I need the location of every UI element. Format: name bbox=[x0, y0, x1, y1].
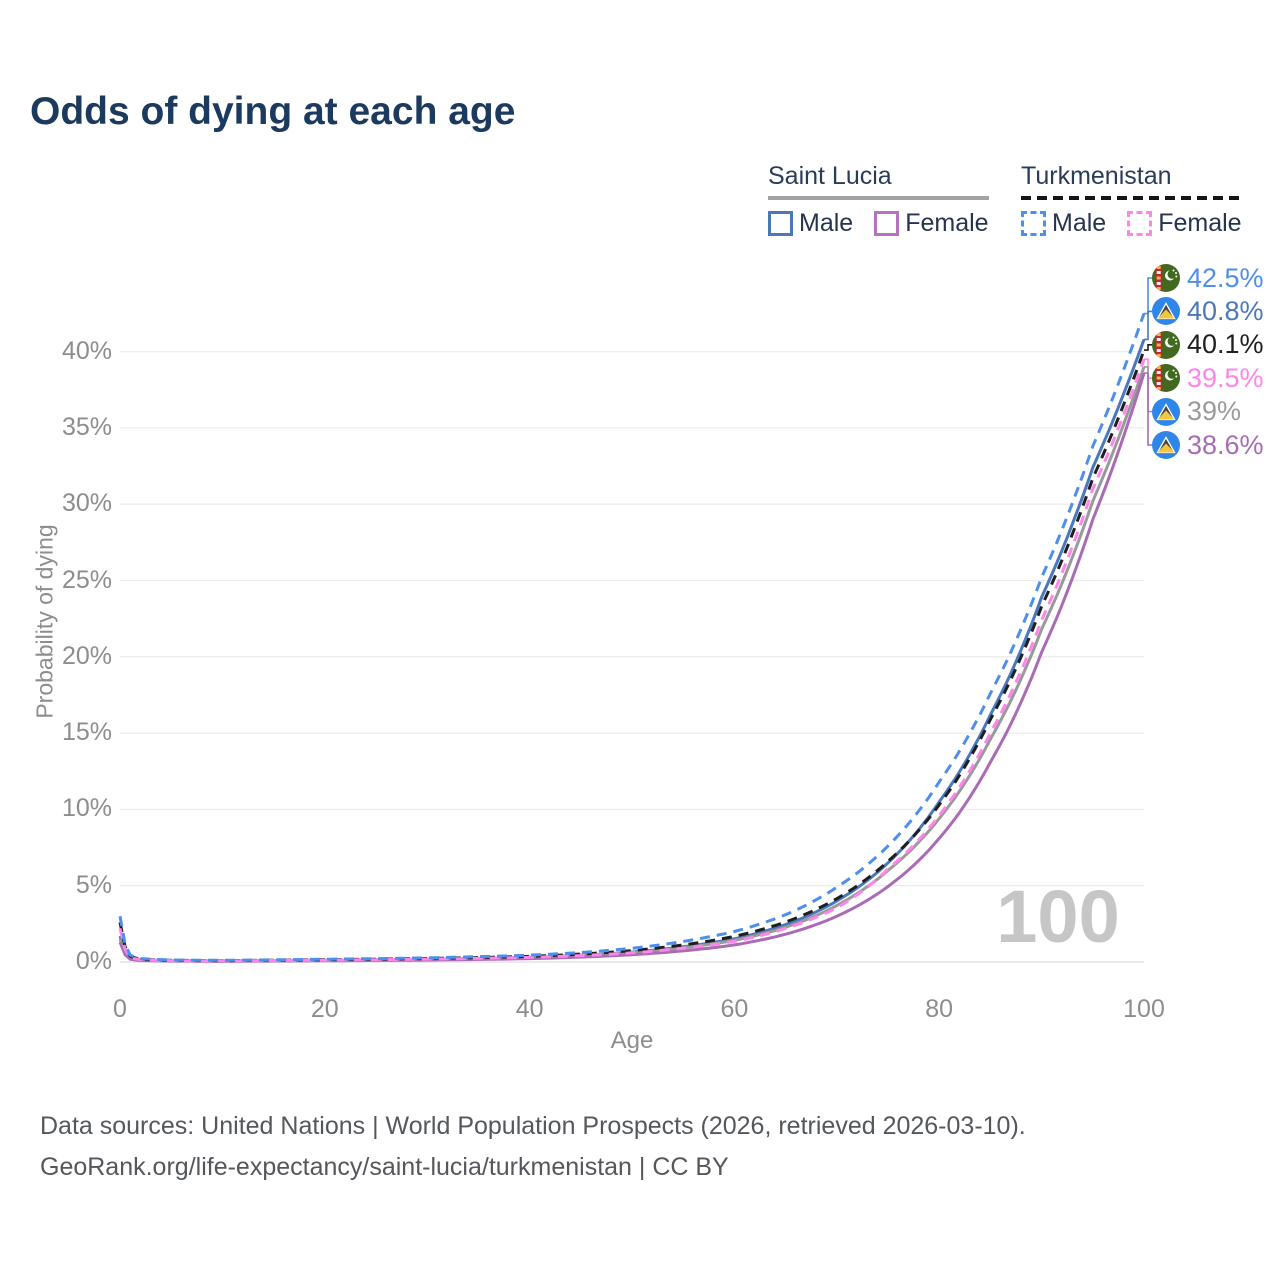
gridlines bbox=[120, 350, 1144, 963]
legend-item-saint-lucia-female[interactable]: Female bbox=[874, 209, 989, 238]
curve-turkmenistan[interactable] bbox=[118, 349, 1146, 963]
end-label-connectors bbox=[1144, 277, 1152, 446]
x-tick-60: 60 bbox=[720, 995, 749, 1023]
end-label-value: 42.5% bbox=[1187, 262, 1264, 293]
saint-lucia-flag-icon bbox=[1152, 431, 1180, 459]
legend-item-turkmenistan-female[interactable]: Female bbox=[1127, 209, 1242, 238]
turkmenistan-flag-icon bbox=[1152, 330, 1180, 359]
end-label-value: 38.6% bbox=[1187, 429, 1264, 460]
end-label-saint-lucia: 39% bbox=[1152, 396, 1242, 427]
end-label-saint-lucia-female: 38.6% bbox=[1152, 430, 1264, 460]
y-tick-40%: 40% bbox=[61, 336, 112, 365]
x-tick-20: 20 bbox=[310, 995, 339, 1023]
legend-group-saint-lucia: Saint Lucia Male Female bbox=[768, 162, 989, 238]
turkmenistan-line-style-swatch bbox=[1021, 196, 1242, 200]
curve-saint-lucia-male[interactable] bbox=[118, 338, 1146, 963]
end-label-saint-lucia-male: 40.8% bbox=[1152, 296, 1264, 326]
y-tick-20%: 20% bbox=[61, 641, 112, 670]
legend-item-turkmenistan-male[interactable]: Male bbox=[1021, 209, 1106, 238]
legend-group-turkmenistan: Turkmenistan Male Female bbox=[1021, 162, 1242, 238]
legend-item-saint-lucia-male[interactable]: Male bbox=[768, 209, 853, 238]
x-tick-0: 0 bbox=[113, 995, 127, 1023]
y-tick-0%: 0% bbox=[75, 947, 112, 975]
end-label-value: 39.5% bbox=[1187, 362, 1264, 393]
turkmenistan-flag-icon bbox=[1152, 264, 1180, 292]
turkmenistan-flag-icon bbox=[1152, 364, 1180, 393]
x-tick-100: 100 bbox=[1123, 995, 1165, 1023]
y-tick-15%: 15% bbox=[61, 718, 112, 747]
curve-turkmenistan-male[interactable] bbox=[118, 312, 1146, 962]
end-label-turkmenistan-female: 39.5% bbox=[1152, 363, 1264, 393]
turkmenistan-female-swatch-icon bbox=[1127, 211, 1153, 236]
connector-42.5% bbox=[1144, 277, 1152, 315]
connector-40.1% bbox=[1144, 344, 1152, 351]
series-curves bbox=[118, 312, 1146, 963]
footer-data-sources: Data sources: United Nations | World Pop… bbox=[40, 1112, 1026, 1140]
y-tick-10%: 10% bbox=[61, 794, 112, 823]
footer-attribution: GeoRank.org/life-expectancy/saint-lucia/… bbox=[40, 1153, 729, 1181]
end-label-value: 40.1% bbox=[1187, 329, 1264, 360]
end-label-value: 39% bbox=[1187, 396, 1242, 427]
y-tick-30%: 30% bbox=[61, 489, 112, 518]
saint-lucia-male-swatch-icon bbox=[768, 211, 793, 236]
saint-lucia-flag-icon bbox=[1152, 297, 1180, 326]
end-label-turkmenistan: 40.1% bbox=[1152, 329, 1264, 360]
legend-country-saint-lucia[interactable]: Saint Lucia bbox=[768, 162, 989, 200]
curve-saint-lucia[interactable] bbox=[118, 366, 1146, 963]
end-label-turkmenistan-male: 42.5% bbox=[1152, 263, 1264, 293]
end-label-value: 40.8% bbox=[1187, 295, 1264, 326]
x-axis-title: Age bbox=[610, 1027, 654, 1054]
curve-turkmenistan-female[interactable] bbox=[118, 358, 1146, 963]
saint-lucia-female-swatch-icon bbox=[874, 211, 900, 236]
saint-lucia-flag-icon bbox=[1152, 397, 1180, 426]
hover-age-watermark: 100 bbox=[996, 875, 1119, 958]
y-tick-35%: 35% bbox=[61, 412, 112, 441]
turkmenistan-male-swatch-icon bbox=[1021, 211, 1046, 236]
x-tick-40: 40 bbox=[515, 995, 544, 1023]
page-title: Odds of dying at each age bbox=[30, 90, 516, 133]
connector-40.8% bbox=[1144, 310, 1152, 341]
connector-38.6% bbox=[1144, 372, 1152, 446]
curve-saint-lucia-female[interactable] bbox=[118, 372, 1146, 963]
x-tick-80: 80 bbox=[925, 995, 954, 1023]
footer: Data sources: United Nations | World Pop… bbox=[40, 1106, 1026, 1188]
y-tick-5%: 5% bbox=[75, 870, 112, 899]
legend-country-turkmenistan[interactable]: Turkmenistan bbox=[1021, 162, 1242, 200]
y-tick-25%: 25% bbox=[61, 565, 112, 594]
saint-lucia-line-style-swatch bbox=[768, 196, 989, 200]
